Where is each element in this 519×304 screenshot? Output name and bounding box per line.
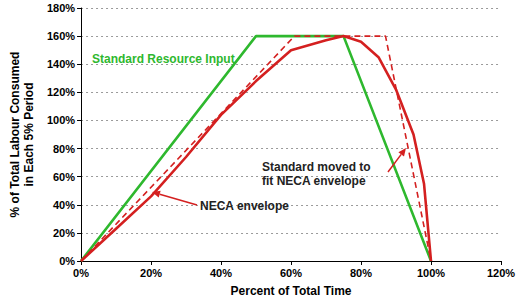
svg-text:40%: 40% [210, 267, 232, 279]
svg-text:40%: 40% [53, 199, 75, 211]
svg-text:160%: 160% [47, 30, 75, 42]
svg-text:0%: 0% [59, 255, 75, 267]
svg-text:fit NECA envelope: fit NECA envelope [262, 174, 366, 188]
svg-text:80%: 80% [350, 267, 372, 279]
svg-text:Standard Resource Input: Standard Resource Input [92, 52, 235, 66]
svg-text:0%: 0% [73, 267, 89, 279]
svg-text:100%: 100% [47, 114, 75, 126]
svg-text:140%: 140% [47, 58, 75, 70]
svg-text:Standard moved to: Standard moved to [262, 160, 371, 174]
svg-text:60%: 60% [280, 267, 302, 279]
svg-text:20%: 20% [140, 267, 162, 279]
svg-text:20%: 20% [53, 227, 75, 239]
svg-text:120%: 120% [47, 86, 75, 98]
svg-text:NECA envelope: NECA envelope [200, 199, 289, 213]
svg-text:100%: 100% [417, 267, 445, 279]
svg-text:% of Total Labour Consumed: % of Total Labour Consumed [8, 52, 22, 218]
svg-text:in Each 5% Period: in Each 5% Period [22, 82, 36, 186]
svg-text:180%: 180% [47, 2, 75, 14]
svg-text:Percent of Total Time: Percent of Total Time [231, 284, 352, 298]
svg-text:80%: 80% [53, 143, 75, 155]
svg-text:60%: 60% [53, 171, 75, 183]
svg-text:120%: 120% [487, 267, 515, 279]
